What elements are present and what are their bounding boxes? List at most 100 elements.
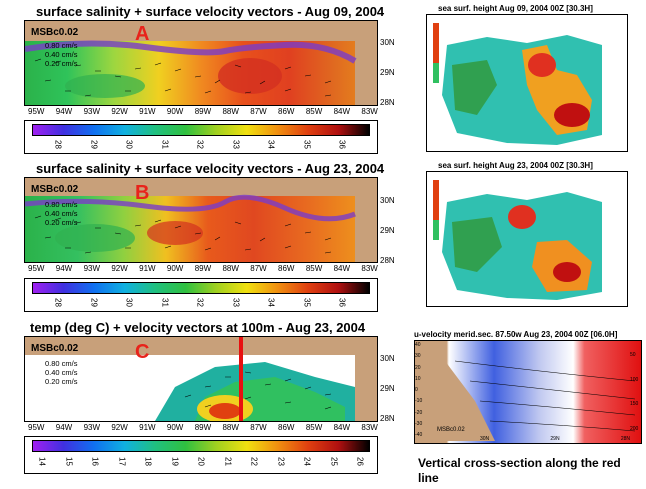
lon-label: 88W [222,264,239,273]
lon-label: 91W [139,423,156,432]
colorbar-tick: 22 [249,457,259,466]
y-tick: -20 [415,409,423,416]
colorbar-tick: 33 [231,298,240,307]
panel-c-florida [355,337,377,421]
colorbar-tick: 17 [117,457,126,466]
colorbar-tick: 34 [266,140,276,149]
colorbar-tick: 30 [124,298,134,307]
colorbar-tick: 26 [355,457,365,466]
lon-label: 94W [55,423,73,432]
panel-b-colorbar [32,282,370,294]
lon-label: 87W [250,264,267,273]
lat-label: 29N [380,68,395,77]
panel-b-map: MSBc0.02 B 0.80 cm/s 0.40 cm/s 0.20 cm/s [24,177,378,263]
section-title: u-velocity merid.sec. 87.50w Aug 23, 200… [414,330,618,339]
lon-label: 92W [111,423,128,432]
lat-label: 29N [380,226,395,235]
panel-a-lon-labels: 95W 94W 93W 92W 91W 90W 89W 88W 87W 86W 85W 84W 83W [28,107,378,116]
y-tick: 40 [415,342,421,348]
section-plot: MSBc0.02 [414,340,642,444]
panel-c-letter: C [135,341,150,363]
colorbar-tick: 30 [124,140,134,149]
x-tick: 28N [620,436,630,442]
panel-a-land [25,21,377,41]
colorbar-tick: 29 [89,298,98,307]
lon-label: 94W [55,107,73,116]
colorbar-tick: 35 [302,140,311,149]
colorbar-tick: 28 [53,140,63,149]
lon-label: 85W [305,423,323,432]
lon-label: 89W [194,423,212,432]
colorbar-tick: 16 [90,457,100,466]
colorbar-tick: 36 [337,298,347,307]
panel-a-vector-scale: 0.80 cm/s 0.40 cm/s 0.20 cm/s [45,41,78,68]
lat-label: 29N [380,384,395,393]
colorbar-tick: 31 [160,140,169,149]
lon-label: 86W [278,264,295,273]
depth-tick: 150 [630,401,639,408]
lon-label: 88W [222,107,239,116]
colorbar-tick: 14 [37,457,47,466]
colorbar-tick: 20 [196,457,206,466]
lon-label: 92W [111,264,128,273]
lon-label: 85W [305,107,323,116]
section-field [415,341,641,443]
colorbar-tick: 23 [276,457,285,466]
lon-label: 90W [166,264,184,273]
lon-label: 94W [55,264,73,273]
y-tick: 10 [415,375,421,382]
panel-b-florida [355,178,377,262]
lat-label: 28N [380,256,395,265]
colorbar-tick: 32 [195,298,205,307]
colorbar-tick: 36 [337,140,347,149]
lon-label: 87W [250,107,267,116]
scale-label: 0.20 cm/s [45,218,78,227]
panel-a-letter: A [135,23,150,45]
panel-c-vector-scale: 0.80 cm/s 0.40 cm/s 0.20 cm/s [45,359,78,386]
scale-label: 0.80 cm/s [45,359,78,368]
ssh-panel-2-map [426,171,628,307]
lon-label: 92W [111,107,128,116]
panel-a-map: MSBc0.02 A 0.80 cm/s 0.40 cm/s 0.20 cm/s [24,20,378,106]
panel-b-colorbar-ticks: 28 29 30 31 32 33 34 35 36 [52,298,348,307]
panel-a-florida [355,21,377,105]
lat-label: 28N [380,414,395,423]
panel-c-colorbar [32,440,370,452]
section-right-ticks: 50 100 150 200 [630,352,638,432]
lon-label: 91W [139,107,156,116]
panel-b-letter: B [135,182,150,204]
panel-a-title: surface salinity + surface velocity vect… [36,4,385,19]
lon-label: 93W [83,264,101,273]
lon-label: 84W [333,423,351,432]
ssh-panel-2-field [427,172,627,306]
lon-label: 87W [250,423,267,432]
lon-label: 93W [83,423,101,432]
colorbar-tick: 29 [89,140,98,149]
colorbar-tick: 15 [64,457,73,466]
scale-label: 0.40 cm/s [45,50,78,59]
panel-c-map: MSBc0.02 C 0.80 cm/s 0.40 cm/s 0.20 cm/s [24,336,378,422]
lon-label: 89W [194,264,212,273]
scale-label: 0.80 cm/s [45,200,78,209]
figure-caption: Vertical cross-section along the red lin… [418,456,621,485]
panel-c-temperature [155,337,355,421]
lat-label: 30N [380,38,395,47]
panel-b-lon-labels: 95W 94W 93W 92W 91W 90W 89W 88W 87W 86W 85W 84W 83W [28,264,378,273]
y-tick: 0 [415,387,418,393]
lon-label: 88W [222,423,239,432]
ssh-panel-1-map [426,14,628,152]
colorbar-tick: 18 [143,457,153,466]
colorbar-tick: 25 [329,457,338,466]
lon-label: 89W [194,107,212,116]
panel-a-vectors [25,40,357,98]
lon-label: 90W [166,107,184,116]
colorbar-tick: 21 [223,457,232,466]
panel-c-model: MSBc0.02 [31,343,79,354]
lon-label: 83W [361,264,378,273]
lon-label: 86W [278,107,295,116]
lon-label: 83W [361,107,378,116]
panel-b-model: MSBc0.02 [31,184,79,195]
panel-a-colorbar-ticks: 28 29 30 31 32 33 34 35 36 [52,140,348,149]
lon-label: 86W [278,423,295,432]
colorbar-tick: 24 [302,457,312,466]
